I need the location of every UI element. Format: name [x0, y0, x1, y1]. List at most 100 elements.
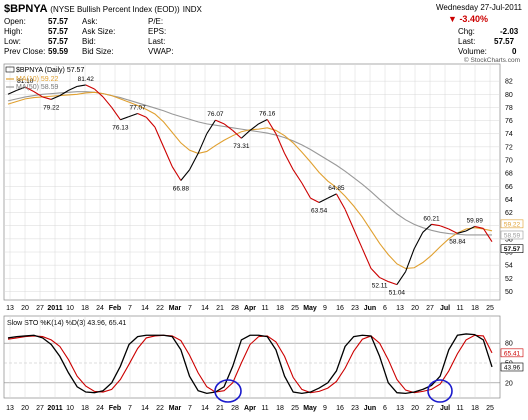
x-tick-label: 27	[36, 305, 44, 312]
price-segment	[137, 113, 147, 118]
x-tick-label: Mar	[169, 305, 182, 312]
price-segment	[59, 89, 69, 97]
x-tick-label: Jun	[364, 305, 376, 312]
price-segment	[189, 153, 199, 171]
x-tick-label: May	[303, 305, 317, 312]
x-tick-label: 10	[66, 305, 74, 312]
prevclose-value: 59.59	[48, 47, 69, 56]
price-label-77.07: 77.07	[130, 105, 147, 112]
price-label-81.42: 81.42	[78, 76, 95, 83]
price-segment	[457, 230, 467, 234]
price-segment	[68, 85, 78, 91]
asksize-label: Ask Size:	[82, 27, 116, 36]
x-tick-label-bottom: 18	[471, 405, 479, 412]
price-segment	[111, 107, 121, 121]
price-legend: $BPNYA (Daily) 57.57 MA(10) 59.22 MA(50)…	[5, 66, 84, 91]
x-tick-label: 2011	[47, 305, 62, 312]
price-segment	[206, 119, 216, 135]
x-tick-label-bottom: 20	[21, 405, 29, 412]
symbol: $BPNYA	[4, 3, 48, 15]
x-tick-label: 18	[81, 305, 89, 312]
x-tick-label-bottom: 27	[426, 405, 434, 412]
x-tick-label-bottom: Apr	[244, 405, 256, 412]
x-tick-label: 6	[383, 305, 387, 312]
high-value: 57.57	[48, 27, 69, 36]
price-segment	[163, 146, 173, 167]
open-value: 57.57	[48, 17, 69, 26]
quote-date: Wednesday 27-Jul-2011	[436, 3, 522, 12]
last-value-labels: 59.22 58.59 57.57	[500, 219, 524, 253]
x-tick-label-bottom: 14	[201, 405, 209, 412]
stoch-last-box-0	[500, 348, 524, 358]
x-tick-label: Feb	[109, 305, 121, 312]
price-segment	[258, 119, 268, 125]
x-tick-label-bottom: 11	[456, 405, 463, 412]
price-segment	[344, 209, 355, 230]
price-label-52.11: 52.11	[372, 283, 388, 290]
change-percent: ▼ -3.40%	[448, 14, 488, 24]
price-segment	[431, 223, 441, 227]
price-label-79.22: 79.22	[43, 104, 60, 111]
price-segment	[284, 153, 294, 171]
stoch-lines	[7, 333, 493, 395]
price-label-59.89: 59.89	[467, 217, 484, 224]
price-segment	[102, 96, 113, 108]
price-label-81.10: 81.10	[17, 78, 34, 85]
volume-value: 0	[512, 47, 517, 56]
stoch-last-box-1	[500, 362, 524, 372]
price-segment	[396, 271, 407, 285]
x-tick-label-bottom: 9	[323, 405, 327, 412]
x-tick-label: 11	[456, 305, 463, 312]
x-tick-label-bottom: 24	[96, 405, 104, 412]
highlight-circle-june	[427, 379, 453, 403]
price-segment	[85, 84, 95, 90]
legend-swatch-main	[5, 66, 15, 73]
price-segment	[482, 228, 493, 242]
x-tick-label-bottom: 7	[128, 405, 132, 412]
x-tick-label-bottom: 18	[81, 405, 89, 412]
last-right-label: Last:	[458, 37, 476, 46]
x-tick-labels-top: 13 20 27 2011 10 18 24 Feb 7 14 22 Mar 7 14 21 28 Apr 11 1…	[6, 305, 494, 312]
price-label-60.21: 60.21	[423, 215, 440, 222]
x-tick-label-bottom: 18	[276, 405, 284, 412]
change-percent-value: -3.40%	[459, 14, 488, 24]
stoch-panel-frame	[3, 315, 501, 399]
bidsize-label: Bid Size:	[82, 47, 114, 56]
stoch-last-label-1: 43.96	[504, 364, 521, 371]
x-tick-label-bottom: 22	[156, 405, 164, 412]
price-segment	[249, 123, 259, 131]
price-label-76.07: 76.07	[207, 111, 224, 118]
x-tick-label-bottom: 13	[396, 405, 404, 412]
price-y-tick-66: 66	[505, 184, 513, 191]
price-segment	[197, 133, 208, 154]
chart-title: $BPNYA (NYSE Bullish Percent Index (EOD)…	[4, 3, 202, 15]
legend-ma50: MA(50) 58.59	[16, 84, 59, 91]
last-label: Last:	[148, 37, 166, 46]
price-segment	[7, 89, 17, 95]
x-tick-label: 21	[216, 305, 224, 312]
price-segment	[448, 228, 458, 234]
x-tick-label-bottom: 11	[261, 405, 268, 412]
stoch-d-line	[7, 334, 493, 394]
price-segment	[327, 193, 337, 199]
price-segment	[310, 197, 320, 203]
price-label-63.54: 63.54	[311, 207, 328, 214]
price-segment	[335, 193, 346, 210]
low-value: 57.57	[48, 37, 69, 46]
price-y-tick-62: 62	[505, 210, 513, 217]
price-y-tick-50: 50	[505, 289, 513, 296]
price-segment	[439, 225, 449, 230]
price-segment	[275, 133, 286, 154]
x-tick-label: 24	[96, 305, 104, 312]
price-segment	[353, 228, 363, 249]
x-tick-label-bottom: Jul	[440, 405, 450, 412]
x-tick-label: 28	[231, 305, 239, 312]
x-tick-label-bottom: 16	[336, 405, 344, 412]
price-segment	[405, 248, 415, 272]
price-segment	[413, 232, 424, 249]
x-tick-label-bottom: Mar	[169, 405, 182, 412]
price-segment	[240, 130, 251, 139]
price-label-64.85: 64.85	[328, 185, 345, 192]
stoch-grid	[4, 316, 500, 398]
price-segment	[16, 86, 26, 91]
